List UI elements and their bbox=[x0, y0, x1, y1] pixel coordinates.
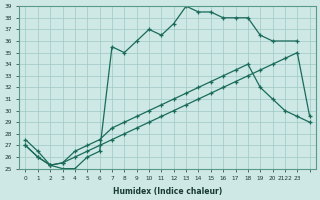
X-axis label: Humidex (Indice chaleur): Humidex (Indice chaleur) bbox=[113, 187, 222, 196]
